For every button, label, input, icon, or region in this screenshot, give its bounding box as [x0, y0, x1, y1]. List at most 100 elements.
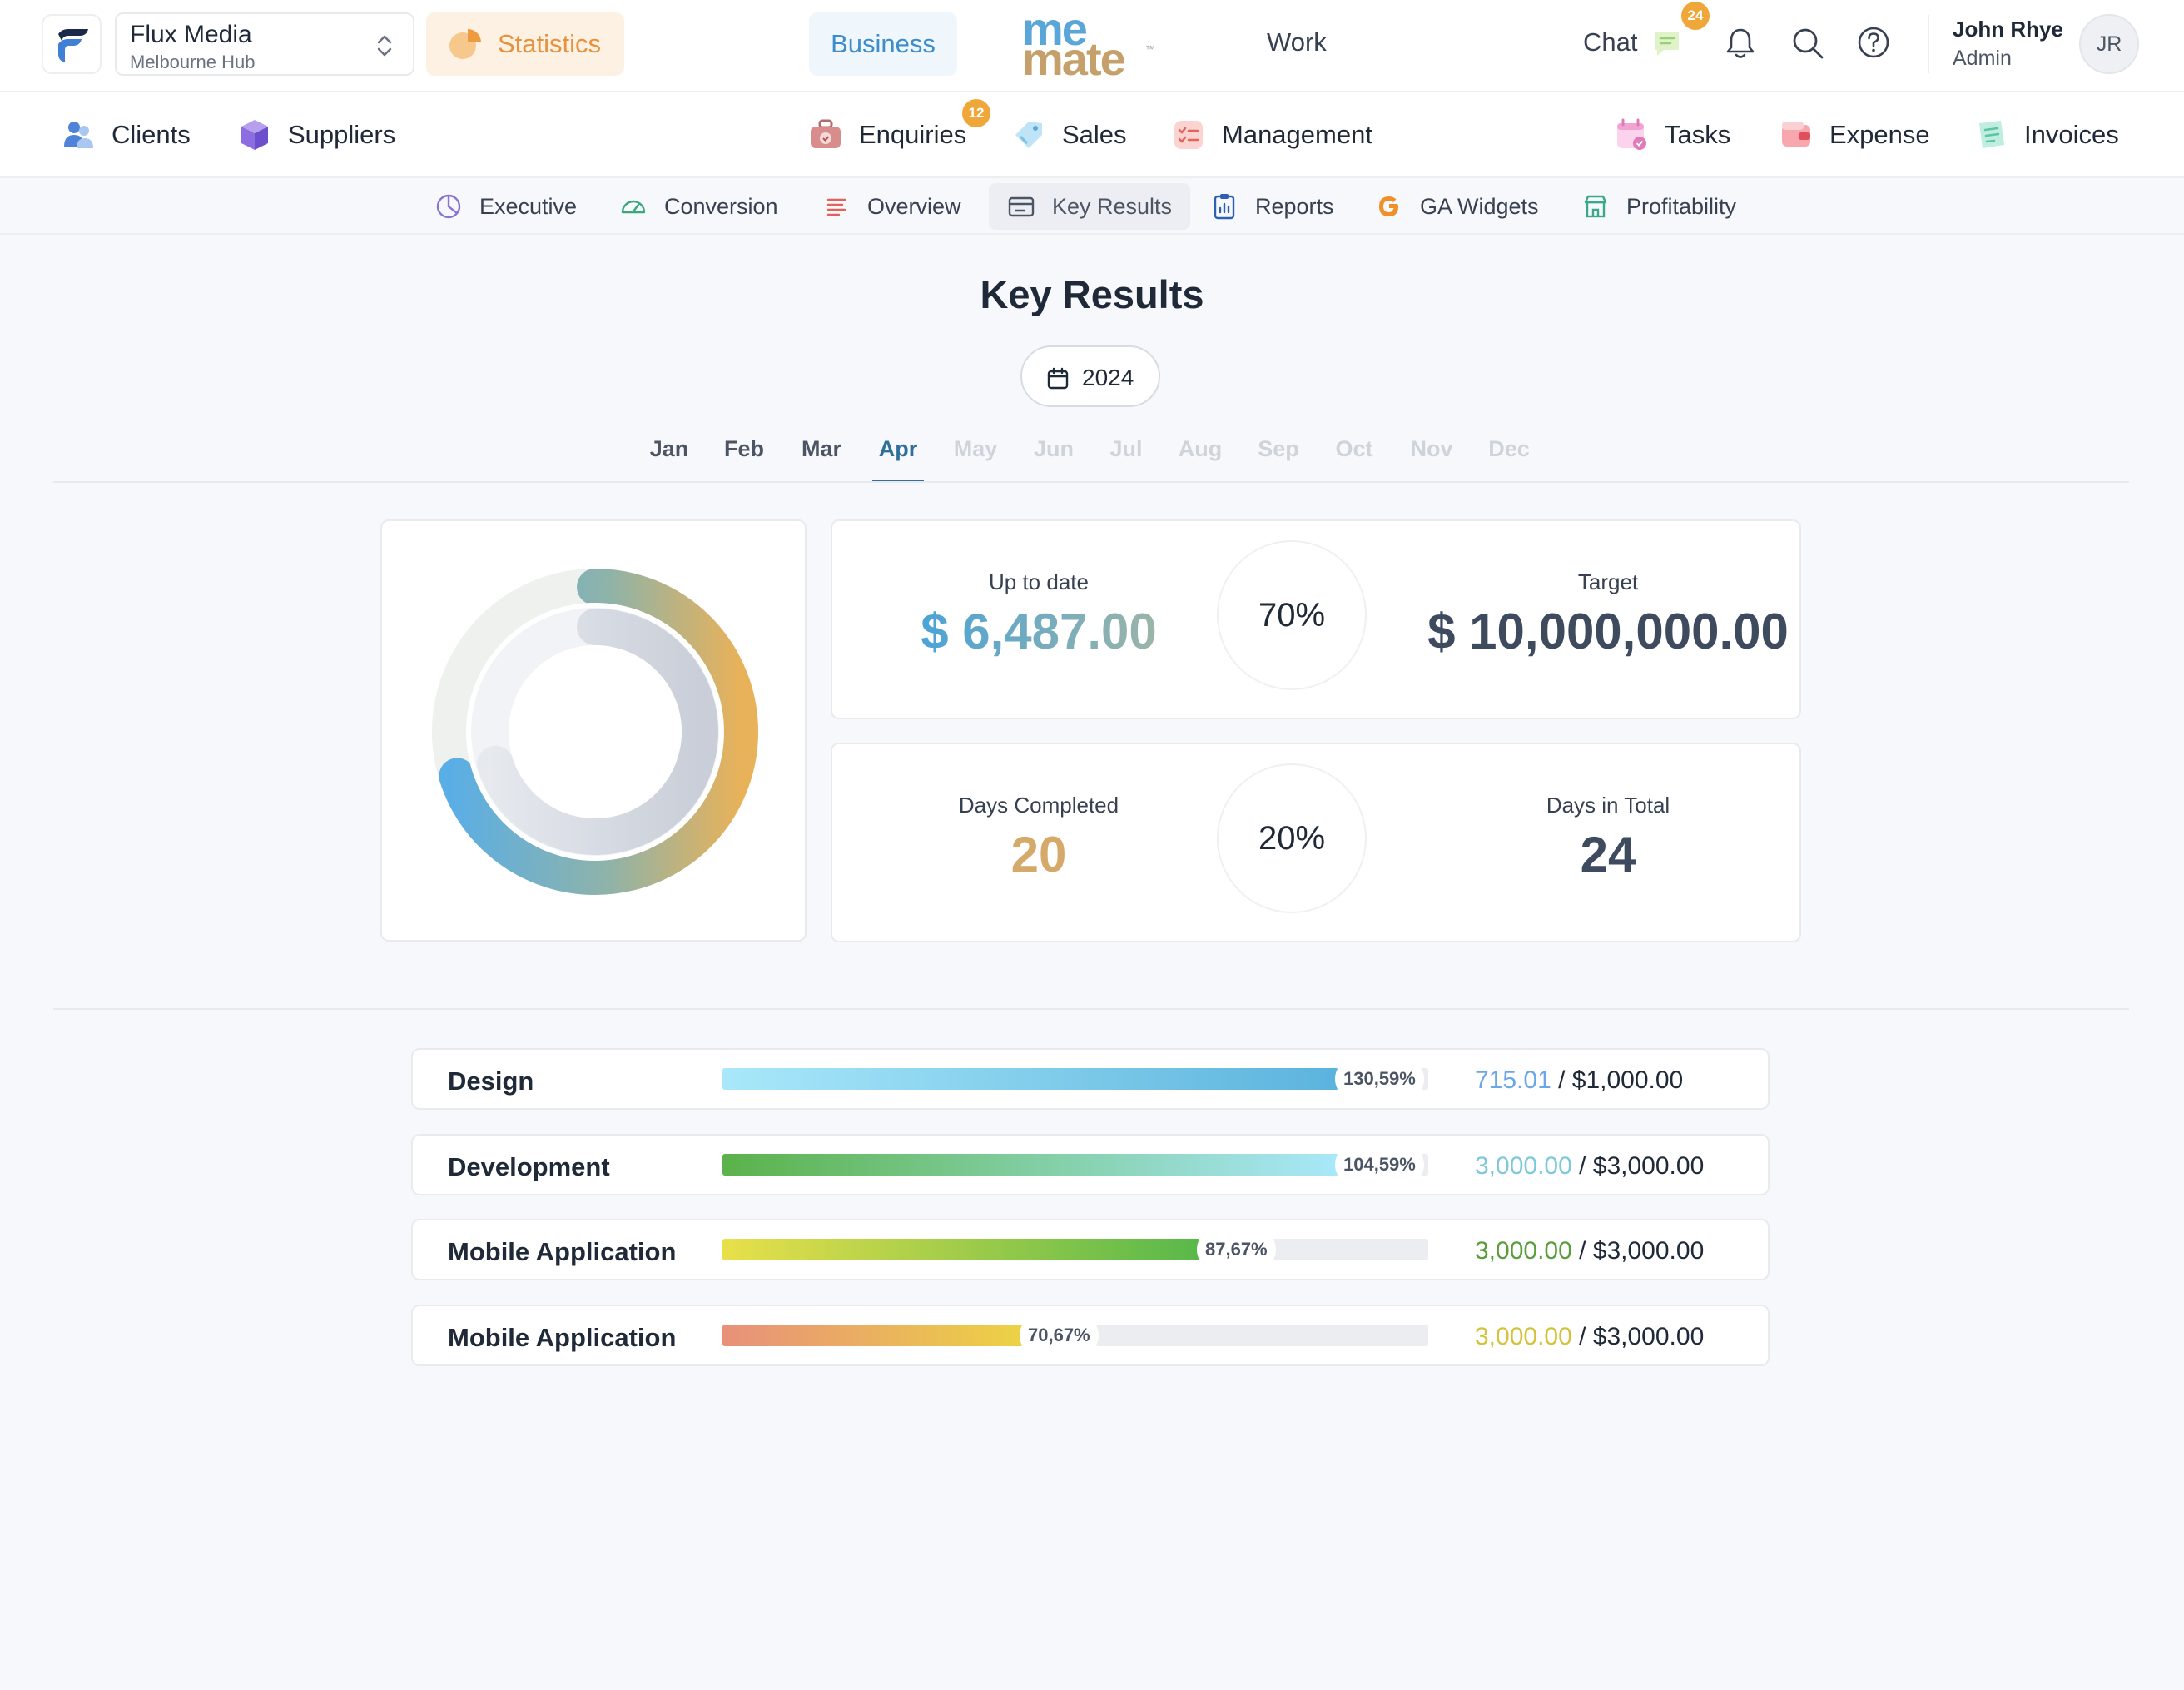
progress-percent: 104,59% — [1335, 1143, 1424, 1186]
progress-donut — [432, 569, 758, 895]
lines-icon — [826, 198, 846, 216]
search-icon[interactable] — [1789, 25, 1826, 62]
user-name: John Rhye — [1953, 17, 2063, 42]
memate-logo[interactable]: me mate ™ — [1022, 2, 1155, 85]
target-block: Target $ 10,000,000.00 — [1425, 521, 1791, 718]
month-tabs: Jan Feb Mar Apr May Jun Jul Aug Sep Oct … — [0, 433, 2184, 483]
row-value: 3,000.00 — [1475, 1152, 1572, 1180]
row-amount: 715.01 / $1,000.00 — [1475, 1066, 1683, 1095]
organization-selector[interactable]: Flux Media Melbourne Hub — [115, 12, 414, 76]
days-completed-block: Days Completed 20 — [856, 744, 1222, 941]
progress-percent: 87,67% — [1197, 1228, 1276, 1271]
progress-fill — [722, 1068, 1338, 1090]
nav-tasks[interactable]: Tasks — [1613, 114, 1730, 156]
users-icon — [64, 122, 93, 148]
pie-chart-icon — [449, 29, 481, 59]
nav-management[interactable]: Management — [1170, 114, 1372, 156]
row-amount: 3,000.00 / $3,000.00 — [1475, 1237, 1704, 1265]
statistics-subnav: Executive Conversion Overview Key Result… — [0, 178, 2184, 235]
page-title: Key Results — [980, 272, 1204, 316]
progress-row[interactable]: Development 104,59% 3,000.00 / $3,000.00 — [411, 1134, 1770, 1195]
tab-ga-widgets[interactable]: GA Widgets — [1357, 183, 1557, 230]
month-tab[interactable]: Sep — [1258, 436, 1299, 461]
progress-percent: 70,67% — [1020, 1314, 1099, 1357]
month-tab[interactable]: Jul — [1109, 436, 1143, 461]
tab-reports[interactable]: Reports — [1192, 183, 1353, 230]
calendar-task-icon — [1617, 118, 1646, 150]
days-total-block: Days in Total 24 — [1425, 744, 1791, 941]
donut-separator — [466, 603, 724, 861]
tab-profitability[interactable]: Profitability — [1563, 183, 1755, 230]
tab-executive[interactable]: Executive — [416, 183, 595, 230]
bell-icon[interactable] — [1723, 25, 1758, 62]
org-name: Flux Media — [130, 21, 252, 48]
tag-icon — [1015, 122, 1042, 148]
row-target: / $1,000.00 — [1558, 1066, 1684, 1094]
invoice-icon — [1979, 121, 2004, 148]
month-tab[interactable]: Mar — [801, 436, 842, 461]
month-tab[interactable]: Jun — [1033, 436, 1075, 461]
month-tab[interactable]: Jan — [649, 436, 689, 461]
revenue-card: Up to date $ 6,487.00 70% Target $ 10,00… — [831, 519, 1801, 719]
row-target: / $3,000.00 — [1579, 1237, 1705, 1265]
progress-track: 130,59% — [722, 1057, 1428, 1101]
app-logo[interactable] — [42, 14, 102, 74]
wallet-icon — [1782, 122, 1810, 147]
month-tab[interactable]: Nov — [1410, 436, 1453, 461]
progress-row[interactable]: Mobile Application 70,67% 3,000.00 / $3,… — [411, 1305, 1770, 1366]
nav-invoices[interactable]: Invoices — [1973, 114, 2119, 156]
row-amount: 3,000.00 / $3,000.00 — [1475, 1152, 1704, 1181]
tab-overview[interactable]: Overview — [804, 183, 980, 230]
days-percent: 20% — [1217, 763, 1367, 913]
business-button[interactable]: Business — [809, 12, 957, 76]
up-to-date-value: $ 6,487.00 — [921, 604, 1157, 659]
store-icon — [1584, 195, 1607, 218]
month-tab[interactable]: Feb — [723, 436, 765, 461]
month-tab[interactable]: Dec — [1488, 436, 1530, 461]
month-tab[interactable]: Aug — [1178, 436, 1223, 461]
help-icon[interactable] — [1856, 25, 1891, 60]
progress-row[interactable]: Mobile Application 87,67% 3,000.00 / $3,… — [411, 1219, 1770, 1280]
progress-track: 87,67% — [722, 1228, 1428, 1271]
chat-link[interactable]: Chat — [1583, 27, 1638, 57]
days-total-label: Days in Total — [1546, 793, 1670, 818]
nav-expense[interactable]: Expense — [1778, 114, 1930, 156]
enquiries-badge: 12 — [962, 99, 990, 127]
avatar[interactable]: JR — [2079, 14, 2139, 74]
row-name: Mobile Application — [448, 1323, 677, 1352]
nav-enquiries[interactable]: Enquiries — [807, 114, 966, 156]
progress-row[interactable]: Design 130,59% 715.01 / $1,000.00 — [411, 1048, 1770, 1110]
donut-hole — [509, 645, 682, 818]
month-tab-active[interactable]: Apr — [878, 436, 918, 461]
revenue-percent: 70% — [1217, 540, 1367, 690]
chat-icon[interactable] — [1650, 27, 1684, 60]
briefcase-icon — [811, 119, 841, 148]
progress-percent: 130,59% — [1335, 1057, 1424, 1101]
nav-sales[interactable]: Sales — [1010, 114, 1127, 156]
days-completed-value: 20 — [1010, 827, 1067, 882]
tab-key-results[interactable]: Key Results — [989, 183, 1191, 230]
checklist-icon — [1174, 121, 1203, 149]
progress-donut-card — [380, 519, 807, 942]
divider — [53, 481, 2129, 483]
nav-suppliers[interactable]: Suppliers — [236, 114, 395, 156]
work-link[interactable]: Work — [1267, 27, 1327, 57]
year-picker[interactable]: 2024 — [1020, 345, 1160, 407]
progress-fill — [722, 1154, 1338, 1176]
report-icon — [1214, 194, 1235, 220]
days-total-value: 24 — [1580, 827, 1636, 882]
nav-clients[interactable]: Clients — [60, 114, 191, 156]
chevron-updown-icon — [377, 35, 392, 57]
user-role: Admin — [1953, 47, 2012, 70]
pie-outline-icon — [436, 194, 461, 219]
month-tab[interactable]: May — [953, 436, 998, 461]
progress-fill — [722, 1239, 1200, 1260]
gauge-icon — [621, 200, 646, 214]
flux-logo-icon — [58, 29, 88, 62]
month-tab[interactable]: Oct — [1335, 436, 1373, 461]
statistics-button[interactable]: Statistics — [426, 12, 624, 76]
up-to-date-label: Up to date — [989, 569, 1089, 594]
chat-unread-badge: 24 — [1681, 2, 1710, 30]
tab-conversion[interactable]: Conversion — [601, 183, 797, 230]
target-value: $ 10,000,000.00 — [1427, 604, 1789, 659]
